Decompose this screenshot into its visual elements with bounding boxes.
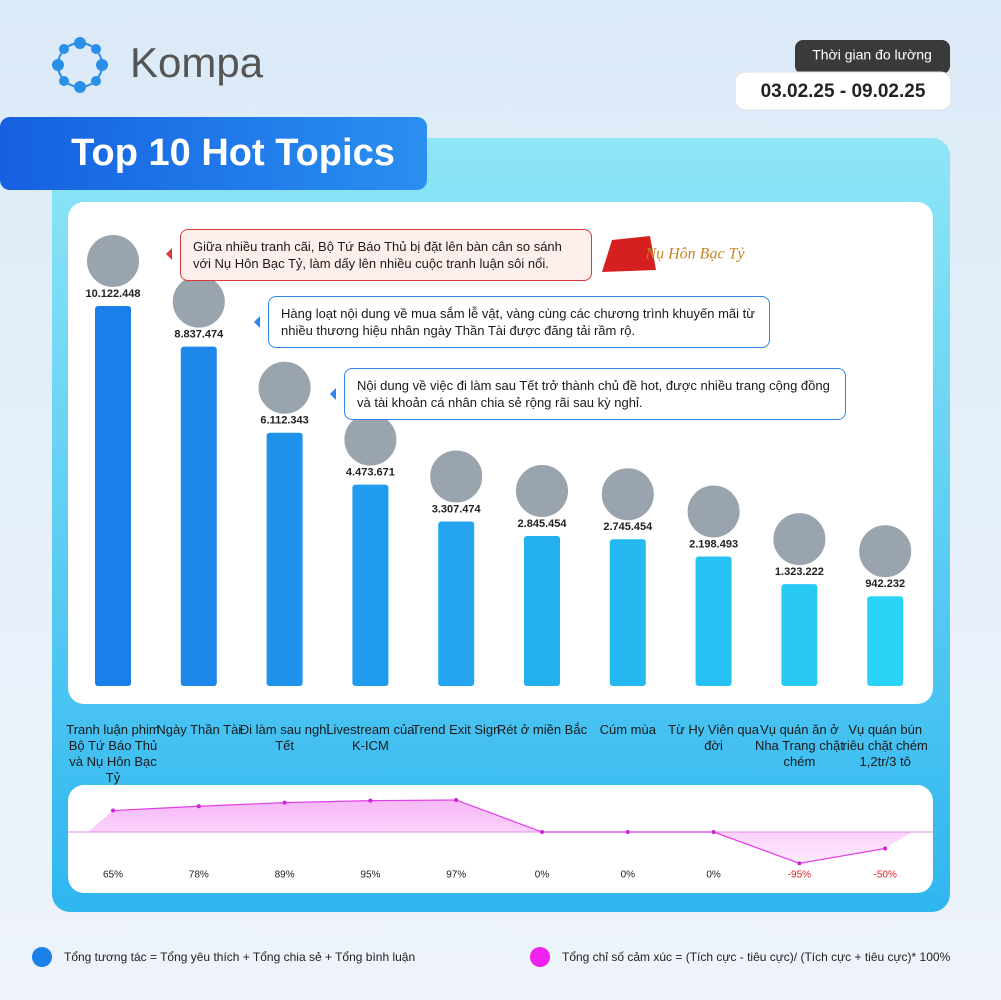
period-range: 03.02.25 - 09.02.25	[761, 81, 926, 102]
sentiment-label: 0%	[535, 870, 550, 881]
category-label: Livestream của K-ICM	[326, 722, 415, 753]
sentiment-point	[883, 846, 888, 851]
topic-image	[85, 233, 141, 289]
legend-text: Tổng chỉ số cảm xúc = (Tích cực - tiêu c…	[562, 950, 951, 964]
title-banner	[0, 117, 427, 190]
sentiment-point	[454, 797, 459, 802]
topic-image	[857, 523, 914, 580]
topic-image	[514, 463, 570, 520]
sentiment-point	[111, 808, 115, 813]
value-label: 8.837.474	[174, 329, 224, 341]
value-label: 2.845.454	[518, 518, 568, 530]
value-label: 6.112.343	[260, 415, 308, 427]
brand: Kompa	[130, 39, 264, 86]
sentiment-point	[625, 830, 630, 834]
value-label: 10.122.448	[85, 288, 140, 300]
sentiment-point	[196, 804, 201, 809]
value-label: 3.307.474	[432, 503, 482, 515]
sentiment-point	[711, 830, 716, 834]
category-label: Tranh luận phim Bộ Tứ Báo Thủ và Nụ Hôn …	[66, 722, 160, 785]
topic-image	[256, 359, 313, 416]
bar	[781, 584, 818, 686]
category-label: Đi làm sau nghỉ Tết	[239, 722, 330, 753]
topic-image	[428, 448, 485, 505]
legend-text: Tổng tương tác = Tổng yêu thích + Tổng c…	[64, 950, 415, 964]
category-label: Cúm mùa	[599, 722, 656, 737]
bar	[266, 432, 303, 686]
logo-text: Nụ Hôn Bạc Tỷ	[644, 246, 745, 263]
category-label: Vụ quán bún riêu chặt chém 1,2tr/3 tô	[842, 722, 928, 769]
category-label: Từ Hy Viên qua đời	[668, 722, 760, 753]
topic-image	[771, 511, 828, 568]
callout: Nội dung về việc đi làm sau Tết trở thàn…	[344, 368, 846, 420]
callout: Hàng loạt nội dung về mua sắm lễ vật, và…	[268, 296, 770, 348]
logo-icon	[52, 37, 108, 93]
value-label: 942.232	[865, 578, 905, 590]
bar	[95, 306, 131, 686]
sentiment-label: 65%	[103, 870, 123, 881]
sentiment-point	[368, 798, 373, 803]
legend-swatch	[530, 947, 550, 967]
sentiment-label: 0%	[706, 870, 721, 881]
callout-pointer	[166, 248, 172, 260]
sentiment-label: 89%	[275, 870, 295, 881]
sentiment-label: 0%	[621, 870, 636, 881]
bar	[180, 346, 217, 686]
value-label: 2.745.454	[603, 521, 653, 533]
value-label: 4.473.671	[346, 466, 395, 478]
bar	[695, 556, 732, 686]
bar	[609, 539, 646, 686]
value-label: 2.198.493	[689, 538, 738, 550]
period-range-box	[734, 71, 952, 111]
category-label: Trend Exit Sign	[411, 722, 501, 737]
category-label: Ngày Thần Tài	[156, 722, 242, 737]
sentiment-point	[797, 861, 802, 866]
sentiment-point	[282, 800, 287, 805]
topic-image	[170, 273, 227, 330]
period-label-box	[795, 40, 950, 74]
value-label: 1.323.222	[775, 566, 824, 578]
sentiment-label: 95%	[360, 870, 380, 881]
topic-image	[342, 411, 399, 468]
sentiment-label: 97%	[446, 870, 466, 881]
topic-image	[599, 466, 656, 523]
bar	[524, 536, 560, 686]
logo-bao-thu	[602, 236, 656, 272]
bar	[438, 521, 475, 686]
callout: Giữa nhiều tranh cãi, Bộ Tứ Báo Thủ bị đ…	[180, 229, 592, 281]
sentiment-label: -50%	[874, 870, 897, 881]
category-label: Rét ở miền Bắc	[496, 722, 588, 737]
category-label: Vụ quán ăn ở Nha Trang chặt chém	[754, 722, 844, 769]
title: Top 10 Hot Topics	[71, 132, 395, 174]
callout-pointer	[330, 388, 336, 400]
bar	[867, 596, 904, 686]
topic-image	[685, 483, 742, 540]
sentiment-point	[540, 830, 544, 834]
bar	[352, 484, 389, 686]
sentiment-line	[112, 799, 886, 864]
legend-swatch	[32, 947, 52, 967]
callout-pointer	[254, 316, 260, 328]
sentiment-label: -95%	[788, 870, 811, 881]
sentiment-label: 78%	[189, 870, 209, 881]
period-label: Thời gian đo lường	[812, 47, 932, 63]
